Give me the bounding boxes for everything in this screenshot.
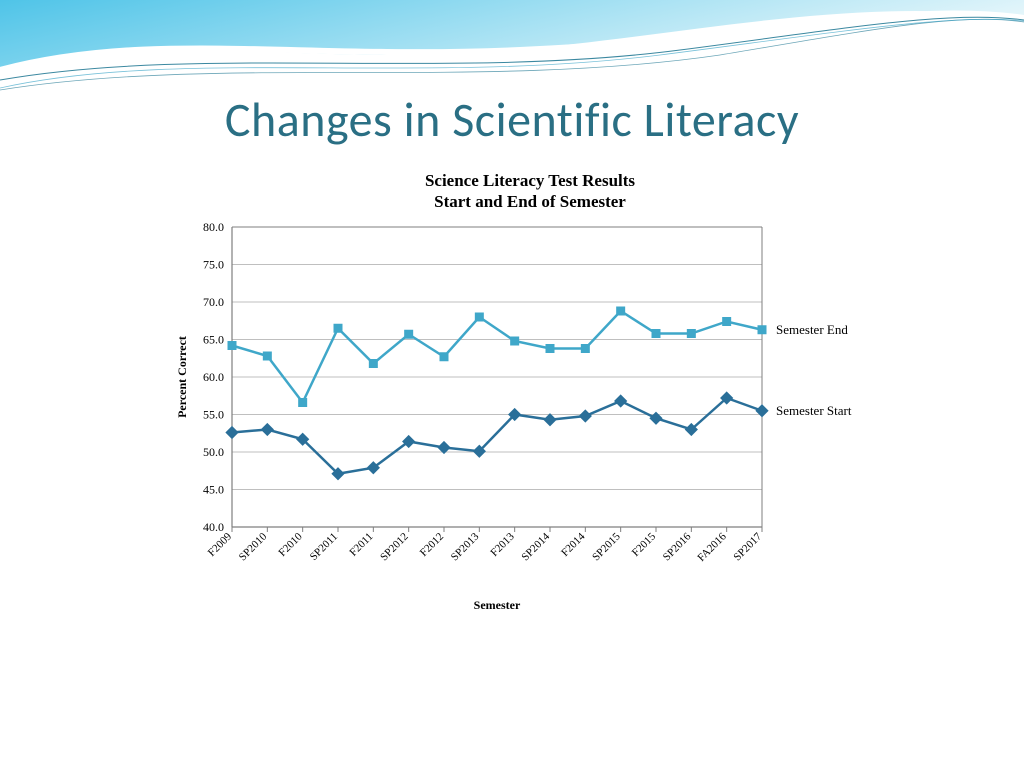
x-tick: FA2016 xyxy=(695,530,729,564)
marker-square xyxy=(581,344,589,352)
chart-title-line1: Science Literacy Test Results xyxy=(425,171,635,190)
chart-container: Science Literacy Test Results Start and … xyxy=(170,170,890,625)
marker-square xyxy=(723,317,731,325)
x-tick: SP2010 xyxy=(237,530,270,563)
marker-square xyxy=(334,324,342,332)
y-tick: 40.0 xyxy=(203,520,224,534)
x-axis-label: Semester xyxy=(474,598,521,612)
x-tick: F2012 xyxy=(418,530,446,558)
marker-diamond xyxy=(579,410,591,422)
marker-square xyxy=(369,359,377,367)
marker-square xyxy=(652,329,660,337)
line-chart: 40.0 45.0 50.0 55.0 60.0 65.0 70.0 75.0 80.0 F200… xyxy=(170,213,890,625)
series-line xyxy=(232,398,762,474)
x-tick: SP2012 xyxy=(378,530,411,563)
x-tick: SP2011 xyxy=(308,530,340,562)
x-tick: SP2014 xyxy=(519,530,552,563)
marker-square xyxy=(475,313,483,321)
y-tick: 50.0 xyxy=(203,445,224,459)
marker-square xyxy=(263,352,271,360)
marker-square xyxy=(440,352,448,360)
y-tick: 70.0 xyxy=(203,295,224,309)
marker-diamond xyxy=(226,426,238,438)
y-tick: 65.0 xyxy=(203,332,224,346)
marker-square xyxy=(511,337,519,345)
x-tick: F2013 xyxy=(488,530,517,559)
y-tick: 80.0 xyxy=(203,220,224,234)
y-tick: 75.0 xyxy=(203,257,224,271)
chart-title: Science Literacy Test Results Start and … xyxy=(170,170,890,213)
x-tick: F2015 xyxy=(630,530,659,559)
chart-title-line2: Start and End of Semester xyxy=(434,192,626,211)
marker-square xyxy=(405,330,413,338)
marker-diamond xyxy=(544,413,556,425)
series-label: Semester Start xyxy=(776,402,852,417)
series-label: Semester End xyxy=(776,321,848,336)
marker-square xyxy=(617,307,625,315)
marker-square xyxy=(758,325,766,333)
marker-diamond xyxy=(261,423,273,435)
series-line xyxy=(232,311,762,403)
marker-square xyxy=(299,398,307,406)
x-tick: F2010 xyxy=(276,530,305,559)
x-tick: SP2016 xyxy=(661,530,694,563)
y-tick: 45.0 xyxy=(203,482,224,496)
y-axis-label: Percent Correct xyxy=(175,336,189,418)
x-tick: SP2017 xyxy=(731,530,764,563)
slide-title: Changes in Scientific Literacy xyxy=(0,90,1024,149)
y-tick: 55.0 xyxy=(203,407,224,421)
marker-square xyxy=(687,329,695,337)
marker-square xyxy=(546,344,554,352)
x-tick: SP2013 xyxy=(449,530,482,563)
x-tick: SP2015 xyxy=(590,530,623,563)
x-tick: F2011 xyxy=(347,530,375,558)
marker-square xyxy=(228,341,236,349)
y-tick: 60.0 xyxy=(203,370,224,384)
x-tick: F2014 xyxy=(559,530,588,559)
marker-diamond xyxy=(615,395,627,407)
x-tick: F2009 xyxy=(206,530,235,559)
